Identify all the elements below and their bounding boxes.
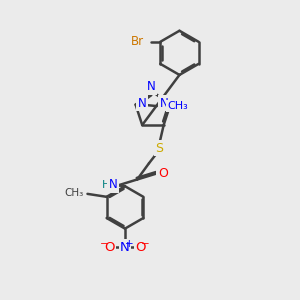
Text: O: O	[104, 241, 115, 254]
Text: +: +	[125, 238, 134, 249]
Text: N: N	[120, 241, 130, 254]
Text: S: S	[155, 142, 163, 155]
Text: N: N	[160, 97, 168, 110]
Text: −: −	[100, 238, 109, 249]
Text: H: H	[102, 180, 111, 190]
Text: N: N	[138, 97, 146, 110]
Text: O: O	[158, 167, 168, 180]
Text: N: N	[147, 80, 156, 94]
Text: Br: Br	[130, 35, 143, 48]
Text: −: −	[141, 238, 150, 249]
Text: O: O	[135, 241, 146, 254]
Text: N: N	[109, 178, 117, 191]
Text: CH₃: CH₃	[65, 188, 84, 198]
Text: CH₃: CH₃	[167, 101, 188, 111]
